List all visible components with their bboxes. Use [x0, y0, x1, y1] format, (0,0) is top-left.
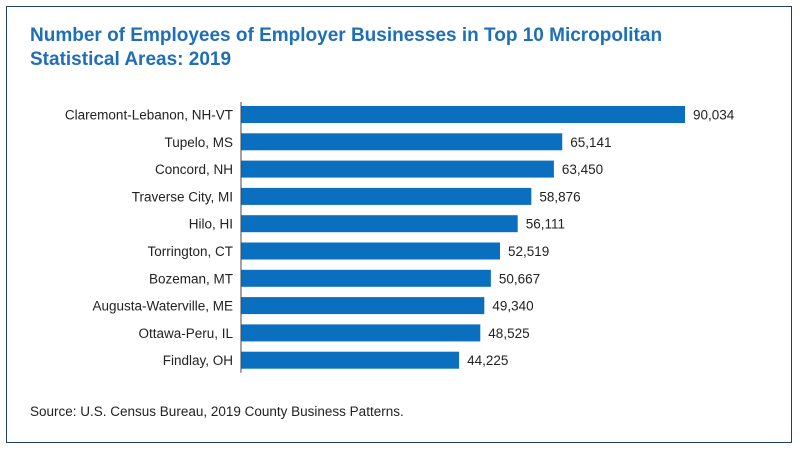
- chart-title: Number of Employees of Employer Business…: [30, 25, 663, 70]
- bar: [241, 215, 518, 233]
- category-label: Findlay, OH: [163, 353, 233, 368]
- category-label: Torrington, CT: [147, 244, 233, 259]
- bar: [241, 242, 500, 260]
- category-label: Augusta-Waterville, ME: [92, 299, 233, 314]
- value-label: 56,111: [526, 217, 565, 232]
- value-label: 58,876: [539, 189, 580, 204]
- bar: [241, 324, 481, 342]
- bar: [241, 351, 460, 369]
- source-note: Source: U.S. Census Bureau, 2019 County …: [30, 404, 404, 419]
- bar: [241, 160, 554, 178]
- category-label: Hilo, HI: [189, 217, 233, 232]
- value-label: 90,034: [693, 108, 735, 123]
- category-label: Tupelo, MS: [164, 135, 233, 150]
- value-label: 52,519: [508, 244, 549, 259]
- category-label: Concord, NH: [155, 162, 233, 177]
- category-label: Traverse City, MI: [132, 189, 233, 204]
- bar: [241, 187, 532, 205]
- bar: [241, 269, 491, 287]
- category-label: Claremont-Lebanon, NH-VT: [65, 108, 233, 123]
- bars-layer: Claremont-Lebanon, NH-VT 90,034 Tupelo, MS…: [65, 106, 735, 369]
- value-label: 44,225: [467, 353, 508, 368]
- bar: [241, 133, 563, 151]
- value-label: 65,141: [570, 135, 611, 150]
- bar: [241, 106, 685, 123]
- value-label: 49,340: [492, 299, 533, 314]
- value-label: 63,450: [562, 162, 603, 177]
- value-label: 50,667: [499, 271, 540, 286]
- category-label: Ottawa-Peru, IL: [138, 326, 233, 341]
- category-label: Bozeman, MT: [149, 271, 233, 286]
- value-label: 48,525: [488, 326, 529, 341]
- bar: [241, 297, 485, 315]
